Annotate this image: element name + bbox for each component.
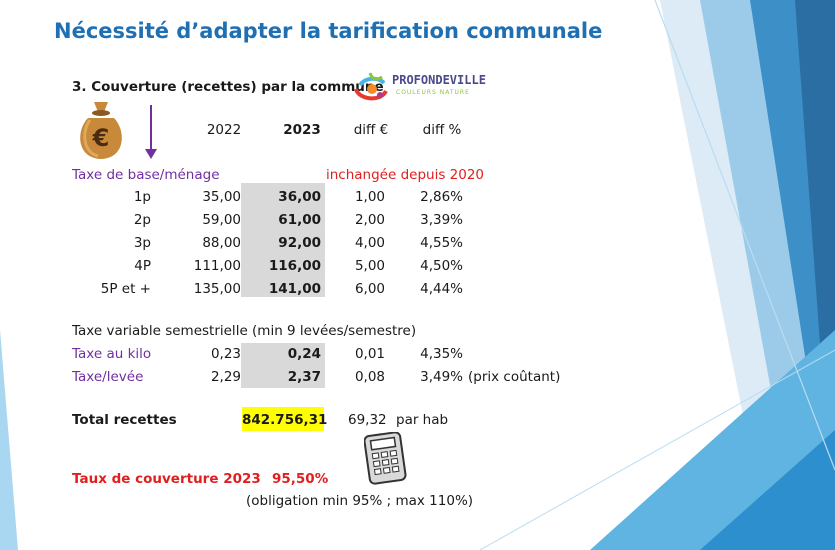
row-label: 1p xyxy=(133,189,151,205)
per-hab-label: par hab xyxy=(396,412,449,428)
value-2023: 2,37 xyxy=(287,369,321,385)
header-2022: 2022 xyxy=(206,122,242,138)
row-label: 3p xyxy=(133,235,151,251)
value-diff-eur: 1,00 xyxy=(354,189,385,205)
value-diff-pct: 4,44% xyxy=(420,281,463,297)
value-2022: 88,00 xyxy=(202,235,241,251)
coverage-value: 95,50% xyxy=(272,471,329,487)
value-diff-eur: 0,01 xyxy=(354,346,385,362)
value-diff-eur: 2,00 xyxy=(354,212,385,228)
variable-tax-label: Taxe variable semestrielle (min 9 levées… xyxy=(72,323,417,339)
value-diff-pct: 4,55% xyxy=(420,235,463,251)
base-tax-label: Taxe de base/ménage xyxy=(72,167,220,183)
highlight-2023-variable xyxy=(241,343,325,388)
row-label: Taxe/levée xyxy=(72,369,144,385)
header-diff-pct: diff % xyxy=(422,122,462,138)
coverage-label: Taux de couverture 2023 xyxy=(72,471,261,487)
per-hab-value: 69,32 xyxy=(348,412,387,428)
value-2022: 111,00 xyxy=(193,258,241,274)
value-2023: 36,00 xyxy=(278,189,321,205)
value-2022: 135,00 xyxy=(193,281,241,297)
calculator-icon xyxy=(364,432,407,485)
down-arrow-icon xyxy=(145,105,157,159)
base-tax-note: inchangée depuis 2020 xyxy=(326,167,485,183)
money-bag-icon: € xyxy=(80,102,122,159)
value-2023: 92,00 xyxy=(278,235,321,251)
value-2023: 0,24 xyxy=(287,346,321,362)
value-diff-pct: 2,86% xyxy=(420,189,463,205)
value-diff-pct: 3,49% xyxy=(420,369,463,385)
total-highlight xyxy=(242,407,324,431)
value-2022: 59,00 xyxy=(202,212,241,228)
row-label: Taxe au kilo xyxy=(72,346,152,362)
slide-title: Nécessité d’adapter la tarification comm… xyxy=(54,19,603,43)
value-diff-eur: 4,00 xyxy=(354,235,385,251)
total-recettes-label: Total recettes xyxy=(72,412,177,428)
logo-name: PROFONDEVILLE xyxy=(392,73,486,87)
value-2022: 0,23 xyxy=(210,346,241,362)
row-label: 2p xyxy=(133,212,151,228)
value-diff-pct: 3,39% xyxy=(420,212,463,228)
row-label: 4P xyxy=(134,258,151,274)
value-2022: 35,00 xyxy=(202,189,241,205)
value-2023: 61,00 xyxy=(278,212,321,228)
value-diff-eur: 0,08 xyxy=(354,369,385,385)
value-diff-eur: 6,00 xyxy=(354,281,385,297)
total-recettes-value: 842.756,31 xyxy=(242,412,328,428)
svg-text:€: € xyxy=(92,124,110,152)
logo-tagline: COULEURS NATURE xyxy=(396,89,470,96)
value-2022: 2,29 xyxy=(210,369,241,385)
header-2023: 2023 xyxy=(283,122,321,138)
profondeville-logo: PROFONDEVILLE COULEURS NATURE xyxy=(352,69,486,105)
cost-price-note: (prix coûtant) xyxy=(468,369,561,385)
value-diff-pct: 4,35% xyxy=(420,346,463,362)
logo-swirl-icon xyxy=(354,72,388,101)
row-label: 5P et + xyxy=(100,281,151,297)
value-diff-pct: 4,50% xyxy=(420,258,463,274)
value-2023: 141,00 xyxy=(268,281,321,297)
header-diff-eur: diff € xyxy=(353,122,389,138)
highlight-2023-base xyxy=(241,183,325,297)
value-2023: 116,00 xyxy=(268,258,321,274)
section-title: 3. Couverture (recettes) par la commune xyxy=(72,79,384,95)
coverage-note: (obligation min 95% ; max 110%) xyxy=(246,493,474,509)
value-diff-eur: 5,00 xyxy=(354,258,385,274)
